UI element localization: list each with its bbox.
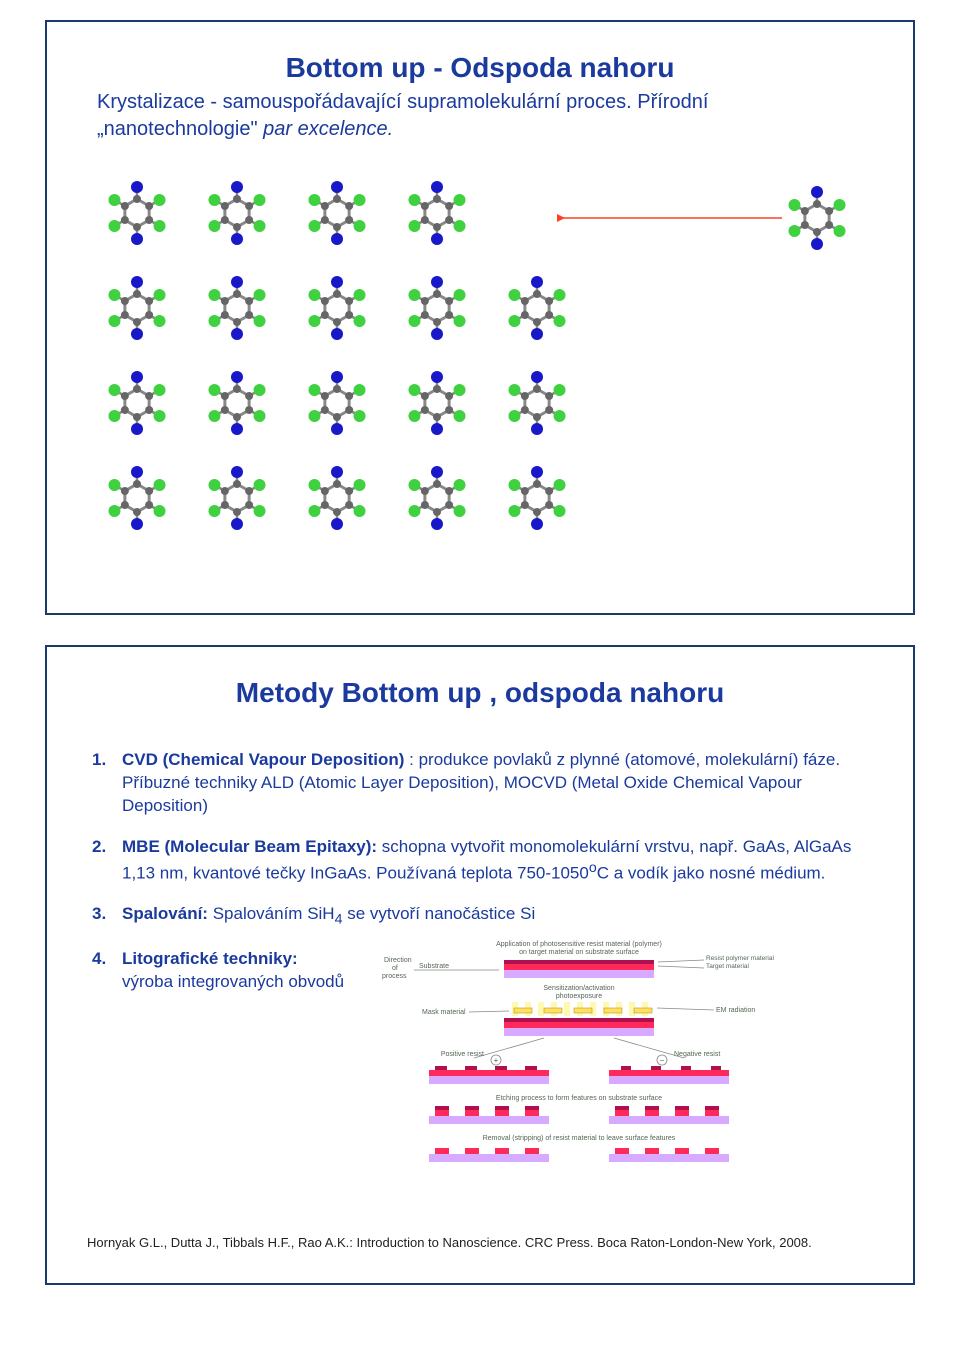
svg-text:Mask material: Mask material	[422, 1009, 466, 1016]
svg-text:photoexposure: photoexposure	[556, 993, 602, 1000]
molecule-grid	[97, 173, 597, 553]
molecule-cell	[197, 268, 297, 363]
molecule-cell	[97, 268, 197, 363]
svg-text:Sensitization/activation: Sensitization/activation	[543, 985, 614, 992]
svg-text:Positive resist: Positive resist	[441, 1051, 484, 1058]
svg-text:Substrate: Substrate	[419, 963, 449, 970]
molecule-cell	[397, 268, 497, 363]
molecule-cell	[297, 363, 397, 458]
molecule-cell	[397, 363, 497, 458]
svg-text:Removal (stripping) of resist: Removal (stripping) of resist material t…	[483, 1135, 676, 1142]
list-item: 4. Litografické techniky: výroba integro…	[92, 948, 873, 1185]
svg-text:Resist polymer material: Resist polymer material	[706, 955, 774, 962]
item-bold: Spalování:	[122, 904, 208, 923]
molecule-cell	[197, 363, 297, 458]
list-item: 3. Spalování: Spalováním SiH4 se vytvoří…	[92, 903, 873, 930]
item-text: Litografické techniky: výroba integrovan…	[122, 948, 873, 1185]
lone-molecule	[777, 178, 857, 263]
molecule-cell	[97, 173, 197, 268]
svg-text:of: of	[392, 965, 398, 972]
svg-text:Direction: Direction	[384, 957, 412, 964]
item-num: 3.	[92, 903, 122, 930]
svg-text:Target material: Target material	[706, 963, 750, 970]
molecule-cell	[497, 458, 597, 553]
item-bold: Litografické techniky:	[122, 949, 298, 968]
slide1-subtitle: Krystalizace - samouspořádavající supram…	[97, 89, 873, 143]
molecule-cell	[97, 363, 197, 458]
molecule-cell	[397, 173, 497, 268]
lithography-svg: Application of photosensitive resist mat…	[374, 938, 784, 1178]
item-num: 2.	[92, 836, 122, 886]
item-bold: MBE (Molecular Beam Epitaxy):	[122, 837, 377, 856]
slide-methods: Metody Bottom up , odspoda nahoru 1. CVD…	[45, 645, 915, 1285]
svg-text:Negative resist: Negative resist	[674, 1051, 720, 1058]
molecule-cell	[197, 458, 297, 553]
item-rest2: C a vodík jako nosné médium.	[597, 863, 826, 882]
subtitle-text: Krystalizace - samouspořádavající supram…	[97, 91, 708, 140]
svg-text:process: process	[382, 973, 407, 980]
svg-text:+: +	[494, 1056, 499, 1065]
svg-text:Application of photosensitive: Application of photosensitive resist mat…	[496, 941, 662, 948]
molecule-cell	[97, 458, 197, 553]
slide-bottom-up: Bottom up - Odspoda nahoru Krystalizace …	[45, 20, 915, 615]
svg-text:Etching process to form featur: Etching process to form features on subs…	[496, 1095, 662, 1102]
subtitle-italic: par excelence.	[263, 118, 393, 140]
molecule-cell	[497, 268, 597, 363]
list-item: 1. CVD (Chemical Vapour Deposition) : pr…	[92, 749, 873, 818]
svg-text:−: −	[660, 1056, 665, 1065]
item-text: MBE (Molecular Beam Epitaxy): schopna vy…	[122, 836, 873, 886]
molecule-cell	[297, 458, 397, 553]
item-num: 4.	[92, 948, 122, 1185]
slide1-title: Bottom up - Odspoda nahoru	[87, 52, 873, 84]
item-bold: CVD (Chemical Vapour Deposition)	[122, 750, 404, 769]
molecule-cell	[497, 363, 597, 458]
molecule-cell	[197, 173, 297, 268]
slide2-title: Metody Bottom up , odspoda nahoru	[87, 677, 873, 709]
item-sup: o	[589, 860, 597, 876]
item-text: Spalování: Spalováním SiH4 se vytvoří na…	[122, 903, 873, 930]
molecule-cell	[397, 458, 497, 553]
footer-reference: Hornyak G.L., Dutta J., Tibbals H.F., Ra…	[87, 1235, 873, 1252]
molecule-cell	[297, 173, 397, 268]
svg-text:on target material on substrat: on target material on substrate surface	[519, 949, 639, 956]
lithography-figure: Application of photosensitive resist mat…	[374, 938, 784, 1185]
method-list: 1. CVD (Chemical Vapour Deposition) : pr…	[92, 749, 873, 1185]
item-rest2: se vytvoří nanočástice Si	[342, 904, 535, 923]
svg-text:EM radiation: EM radiation	[716, 1007, 755, 1014]
list-item: 2. MBE (Molecular Beam Epitaxy): schopna…	[92, 836, 873, 886]
item-rest: výroba integrovaných obvodů	[122, 972, 344, 991]
item-rest: Spalováním SiH	[208, 904, 335, 923]
arrow-icon	[557, 208, 787, 228]
item-num: 1.	[92, 749, 122, 818]
molecule-diagram	[77, 173, 873, 573]
item-text: CVD (Chemical Vapour Deposition) : produ…	[122, 749, 873, 818]
molecule-cell	[297, 268, 397, 363]
